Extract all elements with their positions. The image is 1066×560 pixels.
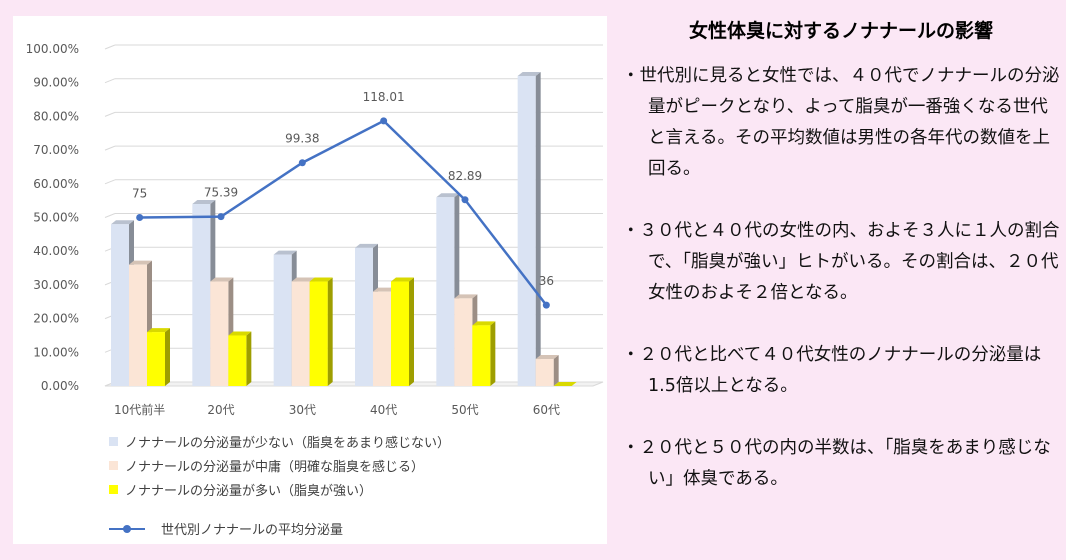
average-point — [136, 214, 144, 221]
bullet-2: ・３０代と４０代の女性の内、およそ３人に１人の割合で、「脂臭が強い」ヒトがいる。… — [622, 221, 1060, 303]
bullet-4: ・２０代と５０代の内の半数は、「脂臭をあまり感じない」体臭である。 — [622, 438, 1051, 489]
bar-side — [553, 355, 559, 386]
bar — [192, 204, 211, 386]
y-tick-label: 70.00% — [33, 143, 79, 157]
bar-side — [327, 277, 333, 386]
y-tick-label: 50.00% — [33, 211, 79, 225]
x-tick-label: 20代 — [207, 403, 234, 417]
bar — [309, 281, 328, 386]
legend-label-low: ノナナールの分泌量が少ない（脂臭をあまり感じない） — [125, 435, 451, 451]
bar-top — [355, 243, 378, 248]
bar-top — [517, 71, 541, 76]
bar-top — [391, 277, 414, 282]
panel-title: 女性体臭に対するノナナールの影響 — [688, 20, 993, 42]
gridline-depth — [104, 145, 116, 151]
bar — [111, 224, 129, 386]
y-tick-label: 40.00% — [33, 244, 79, 258]
y-tick-label: 100.00% — [26, 42, 79, 56]
bar — [355, 247, 373, 386]
gridline-depth — [104, 111, 116, 117]
legend-line-marker — [109, 523, 145, 535]
bar-top — [373, 287, 396, 292]
legend-label-high: ノナナールの分泌量が多い（脂臭が強い） — [125, 483, 373, 499]
bar — [454, 298, 473, 386]
average-point — [298, 159, 306, 167]
bar — [472, 325, 491, 386]
average-point — [217, 213, 225, 221]
bar-top — [228, 331, 252, 336]
data-label: 99.38 — [285, 132, 319, 146]
legend-item-average: 世代別ノナナールの平均分泌量 — [109, 519, 450, 538]
legend-item-high: ノナナールの分泌量が多い（脂臭が強い） — [109, 477, 450, 501]
legend-swatch-mid — [109, 460, 118, 470]
x-tick-label: 10代前半 — [114, 402, 165, 417]
x-tick-label: 30代 — [289, 403, 316, 417]
y-tick-label: 90.00% — [33, 76, 79, 90]
legend-label-mid: ノナナールの分泌量が中庸（明確な脂臭を感じる） — [125, 459, 425, 475]
bar-top — [192, 200, 216, 205]
chart-panel: 100.00% 90.00% 80.00% 70.00% 60.00% 50.00% 40.… — [13, 16, 607, 544]
x-tick-label: 50代 — [451, 403, 478, 417]
bar-top — [436, 193, 460, 198]
y-tick-label: 30.00% — [33, 278, 79, 292]
bar — [273, 254, 292, 386]
bar — [436, 197, 455, 386]
chart-plot: 100.00% 90.00% 80.00% 70.00% 60.00% 50.00% 40.… — [26, 42, 604, 417]
bar-top — [309, 277, 333, 282]
bar-top — [291, 277, 315, 282]
bar-top — [129, 260, 152, 265]
data-label: 75.39 — [204, 186, 238, 200]
bar-top — [454, 294, 478, 299]
bar-top — [111, 220, 134, 225]
legend-label-average: 世代別ノナナールの平均分泌量 — [161, 523, 344, 538]
chart-legend: ノナナールの分泌量が少ない（脂臭をあまり感じない） ノナナールの分泌量が中庸（明… — [109, 429, 450, 538]
legend-item-low: ノナナールの分泌量が少ない（脂臭をあまり感じない） — [109, 429, 450, 453]
bar-side — [165, 328, 170, 386]
bar — [210, 281, 229, 386]
bar-top — [472, 321, 496, 326]
bar — [535, 359, 554, 386]
legend-swatch-high — [109, 484, 118, 494]
bar-top — [210, 277, 234, 282]
bar-top — [147, 328, 170, 333]
bar-top — [553, 382, 577, 386]
bullet-1: ・世代別に見ると女性では、４０代でノナナールの分泌量がピークとなり、よって脂臭が… — [622, 66, 1060, 179]
bar — [517, 75, 536, 387]
data-label: 118.01 — [363, 90, 405, 104]
bar-side — [409, 277, 414, 386]
average-point — [542, 301, 550, 309]
bar-side — [535, 71, 541, 387]
data-label: 75 — [132, 187, 147, 201]
bar-top — [535, 355, 559, 360]
y-tick-label: 20.00% — [33, 312, 79, 326]
bar — [228, 335, 247, 386]
legend-item-mid: ノナナールの分泌量が中庸（明確な脂臭を感じる） — [109, 453, 450, 477]
y-tick-label: 60.00% — [33, 177, 79, 191]
data-label: 36 — [539, 274, 554, 288]
bar — [291, 281, 310, 386]
x-tick-label: 40代 — [370, 403, 397, 417]
bar — [147, 332, 165, 386]
gridline-depth — [104, 44, 116, 50]
y-tick-label: 80.00% — [33, 109, 79, 123]
y-tick-label: 10.00% — [33, 345, 79, 359]
bar-side — [246, 331, 252, 386]
bar — [129, 264, 147, 386]
text-panel: 女性体臭に対するノナナールの影響 ・世代別に見ると女性では、４０代でノナナールの… — [622, 14, 1060, 526]
average-line — [139, 119, 548, 306]
average-point — [461, 196, 469, 204]
data-label: 82.89 — [448, 169, 482, 183]
gridline-depth — [104, 213, 116, 218]
y-tick-label: 0.00% — [41, 379, 79, 393]
bullet-3: ・２０代と比べて４０代女性のノナナールの分泌量は1.5倍以上となる。 — [622, 345, 1042, 396]
bar — [373, 291, 391, 386]
gridline-depth — [104, 78, 116, 84]
bar-side — [490, 321, 496, 386]
x-tick-label: 60代 — [533, 403, 560, 417]
bar — [391, 281, 409, 386]
bar-top — [273, 250, 297, 255]
legend-swatch-low — [109, 436, 118, 446]
average-point — [380, 117, 388, 125]
gridline-depth — [104, 179, 116, 185]
